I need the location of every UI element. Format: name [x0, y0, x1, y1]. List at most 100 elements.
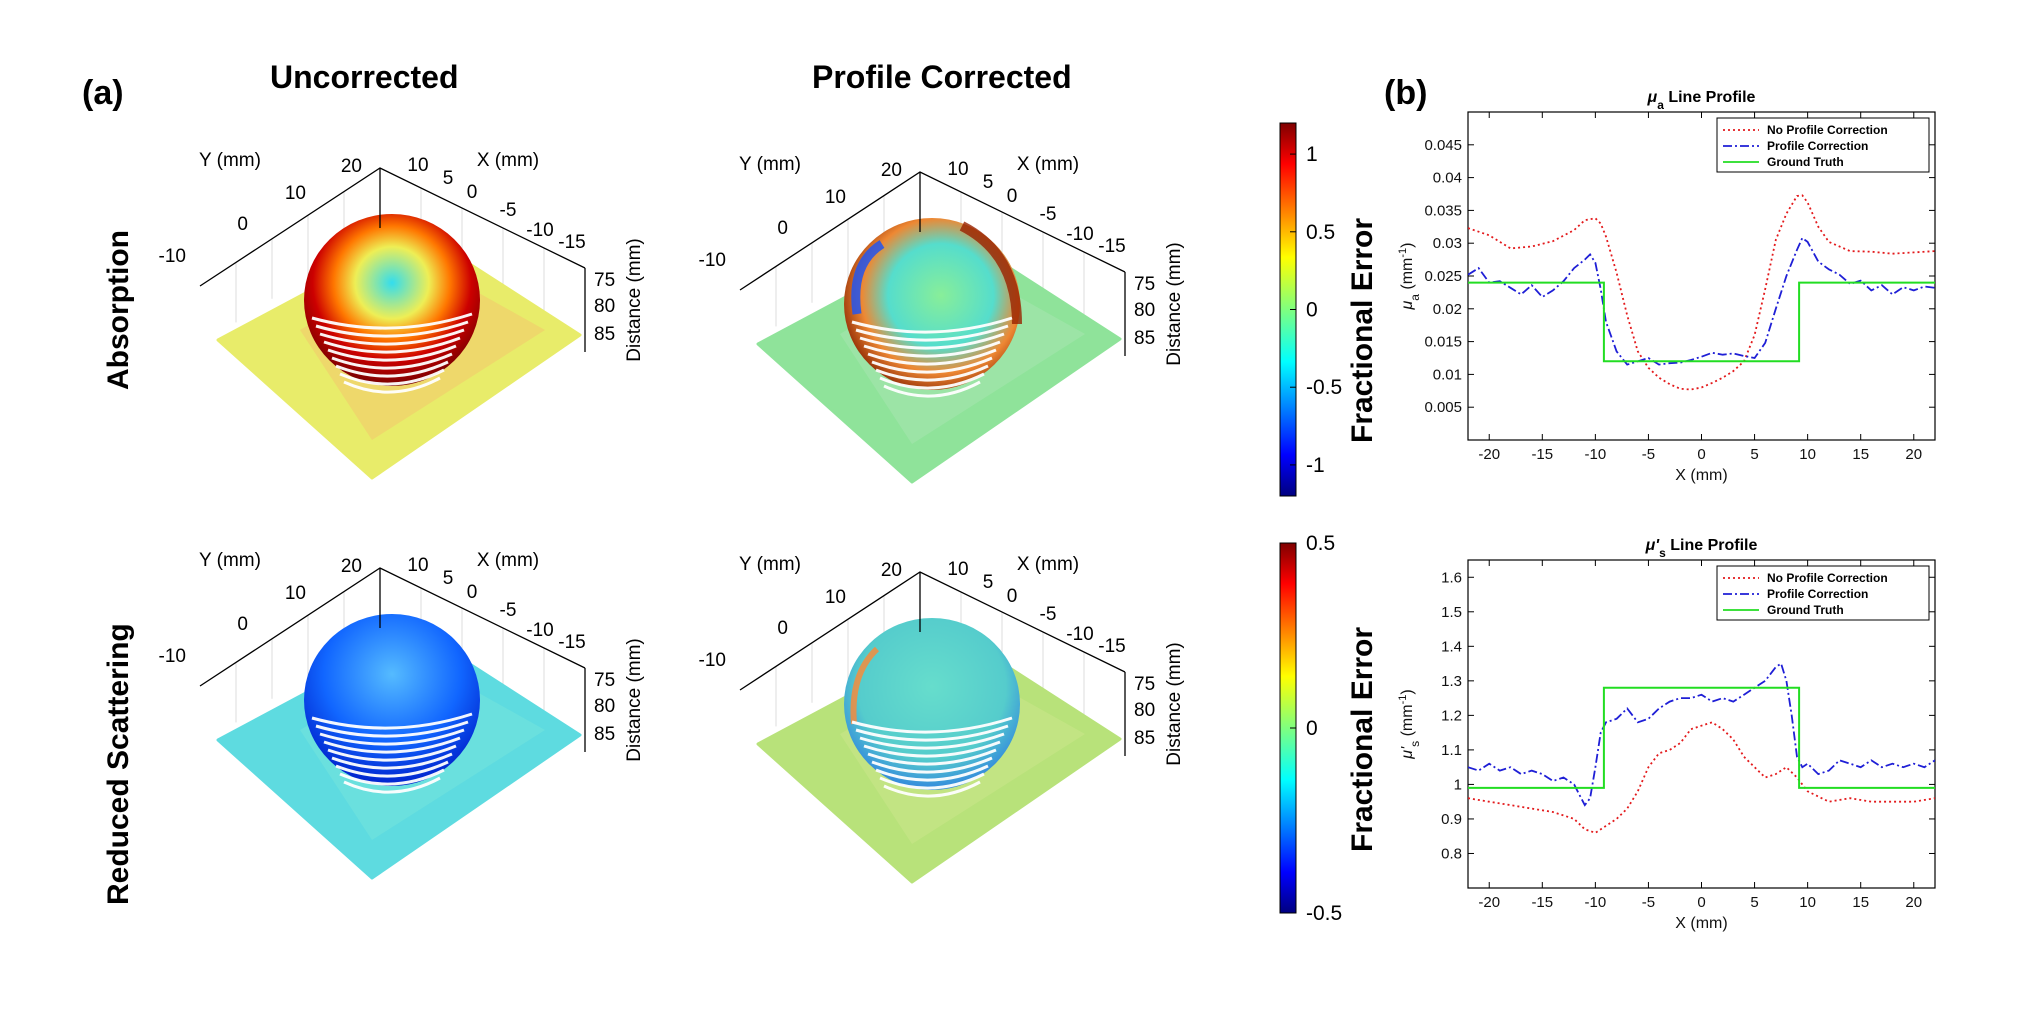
z-tick-label: 85: [594, 724, 615, 745]
x-tick-label: -10: [526, 620, 553, 641]
x-tick-label: -10: [1066, 624, 1093, 645]
x-tick-label: 5: [1750, 894, 1758, 911]
x-tick-label: 5: [443, 168, 454, 189]
y-tick-label: 10: [825, 187, 846, 208]
surface-axes: [739, 171, 1126, 356]
colorbar-tick-label: -0.5: [1306, 902, 1342, 925]
z-axis-label: Distance (mm): [624, 638, 645, 762]
y-tick-label: -10: [159, 246, 186, 267]
dome-contour-gaps: [851, 316, 1013, 398]
x-tick-label: 10: [407, 155, 428, 176]
x-tick-label: -5: [500, 200, 517, 221]
x-tick-label: 10: [947, 559, 968, 580]
x-tick-label: -20: [1478, 894, 1500, 911]
series-line-2: [1468, 686, 1935, 789]
y-tick-label: 20: [881, 560, 902, 581]
x-tick-label: 5: [1750, 446, 1758, 463]
y-tick-label: 0.04: [1433, 170, 1462, 187]
y-tick-label: 20: [881, 160, 902, 181]
x-tick-label: 10: [947, 159, 968, 180]
series-line-0: [1468, 194, 1935, 391]
dome-contour-gaps: [851, 716, 1013, 798]
legend-entry: Ground Truth: [1767, 603, 1844, 617]
y-tick-label: 10: [825, 587, 846, 608]
x-tick-label: -10: [1585, 894, 1607, 911]
chart-title: μ's Line Profile: [1645, 537, 1758, 560]
y-axis-label: Y (mm): [199, 150, 261, 171]
colorbar-tick-label: 0.5: [1306, 532, 1335, 555]
y-tick-label: 0.9: [1441, 811, 1462, 828]
dome-rim-error: [959, 221, 1022, 325]
colorbar-tick-label: 0.5: [1306, 221, 1335, 244]
surface-grid: [235, 188, 545, 328]
y-tick-label: 1.3: [1441, 673, 1462, 690]
x-tick-label: -15: [1098, 636, 1125, 657]
y-tick-label: 0.015: [1424, 334, 1462, 351]
y-axis-label: μ's (mm-1): [1397, 689, 1422, 759]
y-tick-label: 0.02: [1433, 301, 1462, 318]
x-tick-label: -5: [1040, 604, 1057, 625]
y-tick-label: 0.01: [1433, 366, 1462, 383]
x-tick-label: 5: [983, 572, 994, 593]
series-line-1: [1468, 236, 1935, 366]
colorbar-tick-label: 0: [1306, 299, 1318, 322]
colorbar-scattering-title: Fractional Error: [1346, 627, 1379, 852]
y-tick-label: 0.035: [1424, 202, 1462, 219]
y-tick-label: 1: [1454, 776, 1462, 793]
colorbar-tick-label: -0.5: [1306, 376, 1342, 399]
y-axis-label: Y (mm): [739, 154, 801, 175]
dome-surface: [304, 614, 480, 786]
x-axis-label: X (mm): [1017, 554, 1079, 575]
dome-surface: [844, 618, 1020, 790]
colorbar-absorption: 1 0.5 0 -0.5 -1 Fractional Error: [1279, 122, 1379, 497]
row-absorption-label: Absorption: [102, 230, 135, 390]
y-tick-label: 0: [777, 618, 788, 639]
colorbar-tick-label: 0: [1306, 717, 1318, 740]
y-tick-label: 0.025: [1424, 268, 1462, 285]
x-tick-label: 0: [1697, 894, 1705, 911]
y-tick-label: 0.03: [1433, 235, 1462, 252]
surface-axes: [199, 567, 586, 752]
y-tick-label: 1.1: [1441, 742, 1462, 759]
x-axis-label: X (mm): [1017, 154, 1079, 175]
surface-axes: [739, 571, 1126, 756]
x-axis-label: X (mm): [477, 550, 539, 571]
x-tick-label: -15: [558, 632, 585, 653]
x-tick-label: -5: [500, 600, 517, 621]
y-axis-label: μa (mm-1): [1397, 243, 1422, 311]
y-tick-label: -10: [699, 250, 726, 271]
z-tick-label: 80: [1134, 700, 1155, 721]
y-axis-label: Y (mm): [199, 550, 261, 571]
x-tick-label: -15: [558, 232, 585, 253]
x-tick-label: -10: [1066, 224, 1093, 245]
x-tick-label: -5: [1642, 446, 1655, 463]
x-tick-label: -5: [1040, 204, 1057, 225]
z-axis-label: Distance (mm): [1164, 642, 1185, 766]
z-tick-label: 75: [1134, 674, 1155, 695]
y-tick-label: 20: [341, 156, 362, 177]
y-tick-label: 0.045: [1424, 137, 1462, 154]
dome-edge-artifact: [850, 646, 880, 725]
legend-entry: No Profile Correction: [1767, 123, 1888, 137]
x-tick-label: 0: [467, 582, 478, 603]
x-tick-label: 0: [1007, 586, 1018, 607]
legend-box: [1716, 565, 1930, 621]
y-tick-label: -10: [159, 646, 186, 667]
y-tick-label: 0.8: [1441, 845, 1462, 862]
z-tick-label: 75: [594, 670, 615, 691]
z-tick-label: 80: [1134, 300, 1155, 321]
z-tick-label: 75: [594, 270, 615, 291]
z-tick-label: 75: [1134, 274, 1155, 295]
y-tick-label: 0.005: [1424, 399, 1462, 416]
x-tick-label: 20: [1905, 894, 1922, 911]
series-line-1: [1468, 662, 1935, 807]
column-corrected-header: Profile Corrected: [812, 59, 1072, 95]
x-axis-label: X (mm): [1675, 915, 1727, 932]
colorbar-tick-label: -1: [1306, 454, 1325, 477]
row-scattering-label: Reduced Scattering: [102, 623, 135, 905]
x-tick-label: 0: [1007, 186, 1018, 207]
